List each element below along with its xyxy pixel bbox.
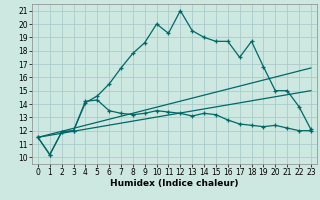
X-axis label: Humidex (Indice chaleur): Humidex (Indice chaleur) (110, 179, 239, 188)
